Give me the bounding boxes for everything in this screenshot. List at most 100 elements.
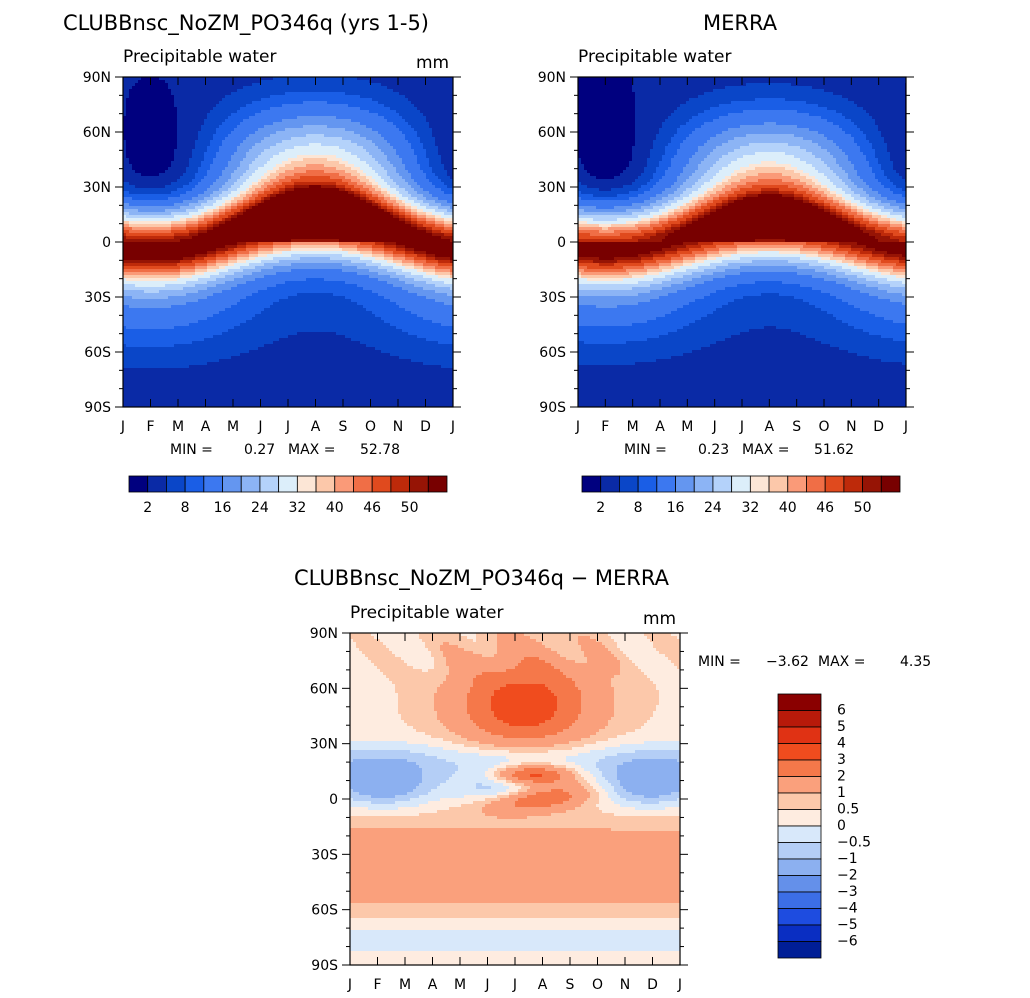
contour-cell — [426, 110, 430, 114]
contour-cell — [210, 173, 214, 177]
contour-cell — [414, 113, 418, 117]
contour-cell — [423, 83, 427, 87]
contour-cell — [180, 206, 184, 210]
contour-cell — [243, 176, 247, 180]
contour-cell — [192, 137, 196, 141]
contour-cell — [390, 167, 394, 171]
contour-cell — [345, 131, 349, 135]
contour-cell — [168, 149, 172, 153]
contour-cell — [270, 101, 274, 105]
contour-cell — [375, 161, 379, 165]
contour-cell — [237, 209, 241, 213]
contour-cell — [306, 152, 310, 156]
contour-cell — [234, 164, 238, 168]
contour-cell — [201, 95, 205, 99]
contour-cell — [144, 173, 148, 177]
contour-cell — [162, 101, 166, 105]
contour-cell — [450, 161, 453, 165]
contour-cell — [141, 98, 145, 102]
contour-cell — [210, 164, 214, 168]
contour-cell — [159, 179, 163, 183]
contour-cell — [324, 206, 328, 210]
contour-cell — [228, 80, 232, 84]
contour-cell — [417, 197, 421, 201]
contour-cell — [261, 173, 265, 177]
contour-cell — [276, 107, 280, 111]
contour-cell — [423, 170, 427, 174]
contour-cell — [288, 107, 292, 111]
contour-cell — [291, 110, 295, 114]
contour-cell — [372, 92, 376, 96]
contour-cell — [447, 113, 451, 117]
contour-cell — [441, 122, 445, 126]
contour-cell — [297, 197, 301, 201]
contour-cell — [210, 149, 214, 153]
contour-cell — [174, 179, 178, 183]
contour-cell — [147, 92, 151, 96]
contour-cell — [183, 164, 187, 168]
contour-cell — [378, 122, 382, 126]
contour-cell — [336, 143, 340, 147]
contour-cell — [168, 170, 172, 174]
contour-cell — [159, 119, 163, 123]
contour-cell — [297, 188, 301, 192]
contour-cell — [204, 188, 208, 192]
contour-cell — [258, 92, 262, 96]
contour-cell — [177, 131, 181, 135]
contour-cell — [273, 161, 277, 165]
contour-cell — [276, 86, 280, 90]
contour-cell — [195, 149, 199, 153]
contour-cell — [444, 92, 448, 96]
contour-cell — [165, 134, 169, 138]
contour-cell — [279, 158, 283, 162]
contour-cell — [135, 167, 139, 171]
contour-cell — [225, 110, 229, 114]
contour-cell — [216, 146, 220, 150]
contour-cell — [192, 143, 196, 147]
contour-cell — [246, 107, 250, 111]
contour-cell — [147, 98, 151, 102]
contour-cell — [369, 164, 373, 168]
contour-cell — [360, 77, 364, 81]
contour-cell — [288, 83, 292, 87]
contour-cell — [336, 140, 340, 144]
contour-cell — [306, 209, 310, 213]
contour-cell — [201, 212, 205, 216]
contour-cell — [402, 164, 406, 168]
contour-cell — [144, 161, 148, 165]
contour-cell — [129, 194, 133, 198]
contour-cell — [285, 188, 289, 192]
contour-cell — [315, 167, 319, 171]
contour-cell — [384, 101, 388, 105]
contour-cell — [156, 80, 160, 84]
contour-cell — [333, 122, 337, 126]
contour-cell — [252, 125, 256, 129]
contour-cell — [198, 197, 202, 201]
contour-cell — [420, 167, 424, 171]
contour-cell — [204, 185, 208, 189]
contour-cell — [381, 161, 385, 165]
contour-cell — [336, 191, 340, 195]
contour-cell — [303, 200, 307, 204]
contour-cell — [195, 113, 199, 117]
contour-cell — [216, 173, 220, 177]
contour-cell — [411, 197, 415, 201]
contour-cell — [252, 122, 256, 126]
contour-cell — [426, 188, 430, 192]
contour-cell — [330, 143, 334, 147]
contour-cell — [405, 146, 409, 150]
contour-cell — [312, 194, 316, 198]
contour-cell — [441, 143, 445, 147]
contour-cell — [189, 80, 193, 84]
contour-cell — [216, 212, 220, 216]
contour-cell — [273, 146, 277, 150]
contour-cell — [282, 86, 286, 90]
contour-cell — [336, 116, 340, 120]
contour-cell — [360, 95, 364, 99]
contour-cell — [252, 209, 256, 213]
contour-cell — [435, 143, 439, 147]
contour-cell — [276, 155, 280, 159]
contour-cell — [429, 125, 433, 129]
contour-cell — [315, 143, 319, 147]
contour-cell — [210, 89, 214, 93]
